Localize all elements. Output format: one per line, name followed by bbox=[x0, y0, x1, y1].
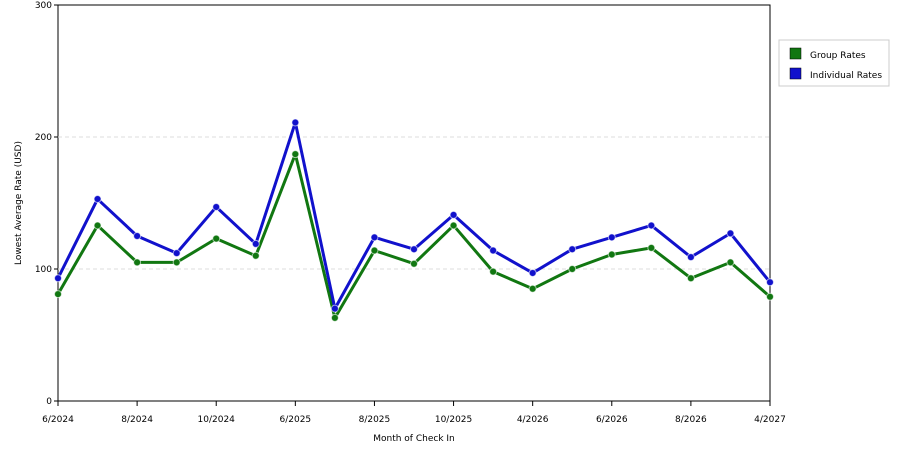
y-axis-ticks: 0 100 200 300 bbox=[35, 1, 58, 407]
data-point-individual-rates bbox=[133, 232, 142, 240]
x-axis-title: Month of Check In bbox=[373, 434, 455, 444]
data-point-group-rates bbox=[251, 251, 260, 260]
x-axis-ticks: 6/2024 8/2024 10/2024 6/2025 8/2025 10/2025 4/… bbox=[42, 401, 786, 425]
data-point-individual-rates bbox=[647, 221, 656, 230]
data-point-individual-rates bbox=[93, 195, 102, 204]
legend-label-individual-rates: Individual Rates bbox=[810, 71, 882, 81]
y-tick-label: 100 bbox=[35, 265, 52, 275]
data-point-group-rates bbox=[172, 258, 181, 267]
x-tick-label: 10/2024 bbox=[198, 415, 236, 425]
data-point-individual-rates bbox=[726, 229, 735, 238]
data-point-individual-rates bbox=[54, 274, 62, 283]
data-point-individual-rates bbox=[766, 278, 774, 287]
x-tick-label: 8/2026 bbox=[675, 415, 707, 425]
data-point-individual-rates bbox=[410, 245, 418, 254]
x-tick-label: 10/2025 bbox=[435, 415, 472, 425]
data-point-group-rates bbox=[291, 150, 300, 159]
y-axis-title: Lowest Average Rate (USD) bbox=[14, 141, 24, 265]
data-point-group-rates bbox=[449, 221, 458, 230]
x-tick-label: 6/2025 bbox=[279, 415, 311, 425]
y-tick-label: 300 bbox=[35, 1, 52, 11]
data-point-individual-rates bbox=[607, 233, 616, 242]
data-point-group-rates bbox=[489, 267, 498, 276]
data-point-group-rates bbox=[647, 243, 656, 252]
data-point-group-rates bbox=[410, 259, 418, 268]
data-point-individual-rates bbox=[172, 249, 181, 258]
x-tick-label: 8/2025 bbox=[359, 415, 391, 425]
data-point-group-rates bbox=[568, 265, 577, 273]
data-point-individual-rates bbox=[528, 268, 537, 277]
data-point-group-rates bbox=[686, 274, 695, 283]
data-point-group-rates bbox=[93, 221, 102, 230]
x-tick-label: 8/2024 bbox=[121, 415, 153, 425]
data-point-individual-rates bbox=[489, 246, 498, 255]
data-point-group-rates bbox=[726, 258, 735, 267]
data-point-group-rates bbox=[370, 246, 379, 255]
x-tick-label: 4/2026 bbox=[517, 415, 549, 425]
data-point-individual-rates bbox=[212, 202, 221, 211]
data-point-group-rates bbox=[607, 250, 616, 259]
x-tick-label: 4/2027 bbox=[754, 415, 786, 425]
legend-swatch-group-rates bbox=[789, 47, 802, 60]
data-point-group-rates bbox=[330, 313, 339, 322]
series-layer bbox=[54, 118, 774, 322]
y-tick-label: 200 bbox=[35, 133, 52, 143]
y-tick-label: 0 bbox=[46, 397, 52, 407]
data-point-group-rates bbox=[766, 292, 774, 301]
legend-label-group-rates: Group Rates bbox=[810, 51, 866, 61]
data-point-individual-rates bbox=[291, 118, 300, 127]
legend-swatch-individual-rates bbox=[789, 67, 802, 80]
data-point-group-rates bbox=[54, 290, 62, 299]
data-point-individual-rates bbox=[370, 233, 379, 242]
data-point-individual-rates bbox=[449, 210, 458, 219]
data-point-individual-rates bbox=[251, 239, 260, 248]
plot-area bbox=[57, 4, 771, 402]
data-point-individual-rates bbox=[568, 245, 577, 254]
data-point-group-rates bbox=[133, 258, 142, 267]
x-tick-label: 6/2024 bbox=[42, 415, 74, 425]
data-point-individual-rates bbox=[330, 304, 339, 313]
data-point-individual-rates bbox=[686, 253, 695, 262]
x-tick-label: 6/2026 bbox=[596, 415, 628, 425]
data-point-group-rates bbox=[212, 234, 221, 243]
legend: Group Rates Individual Rates bbox=[778, 39, 890, 87]
data-point-group-rates bbox=[528, 284, 537, 293]
